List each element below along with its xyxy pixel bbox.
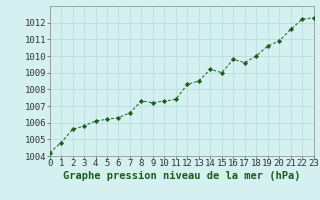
X-axis label: Graphe pression niveau de la mer (hPa): Graphe pression niveau de la mer (hPa): [63, 171, 300, 181]
